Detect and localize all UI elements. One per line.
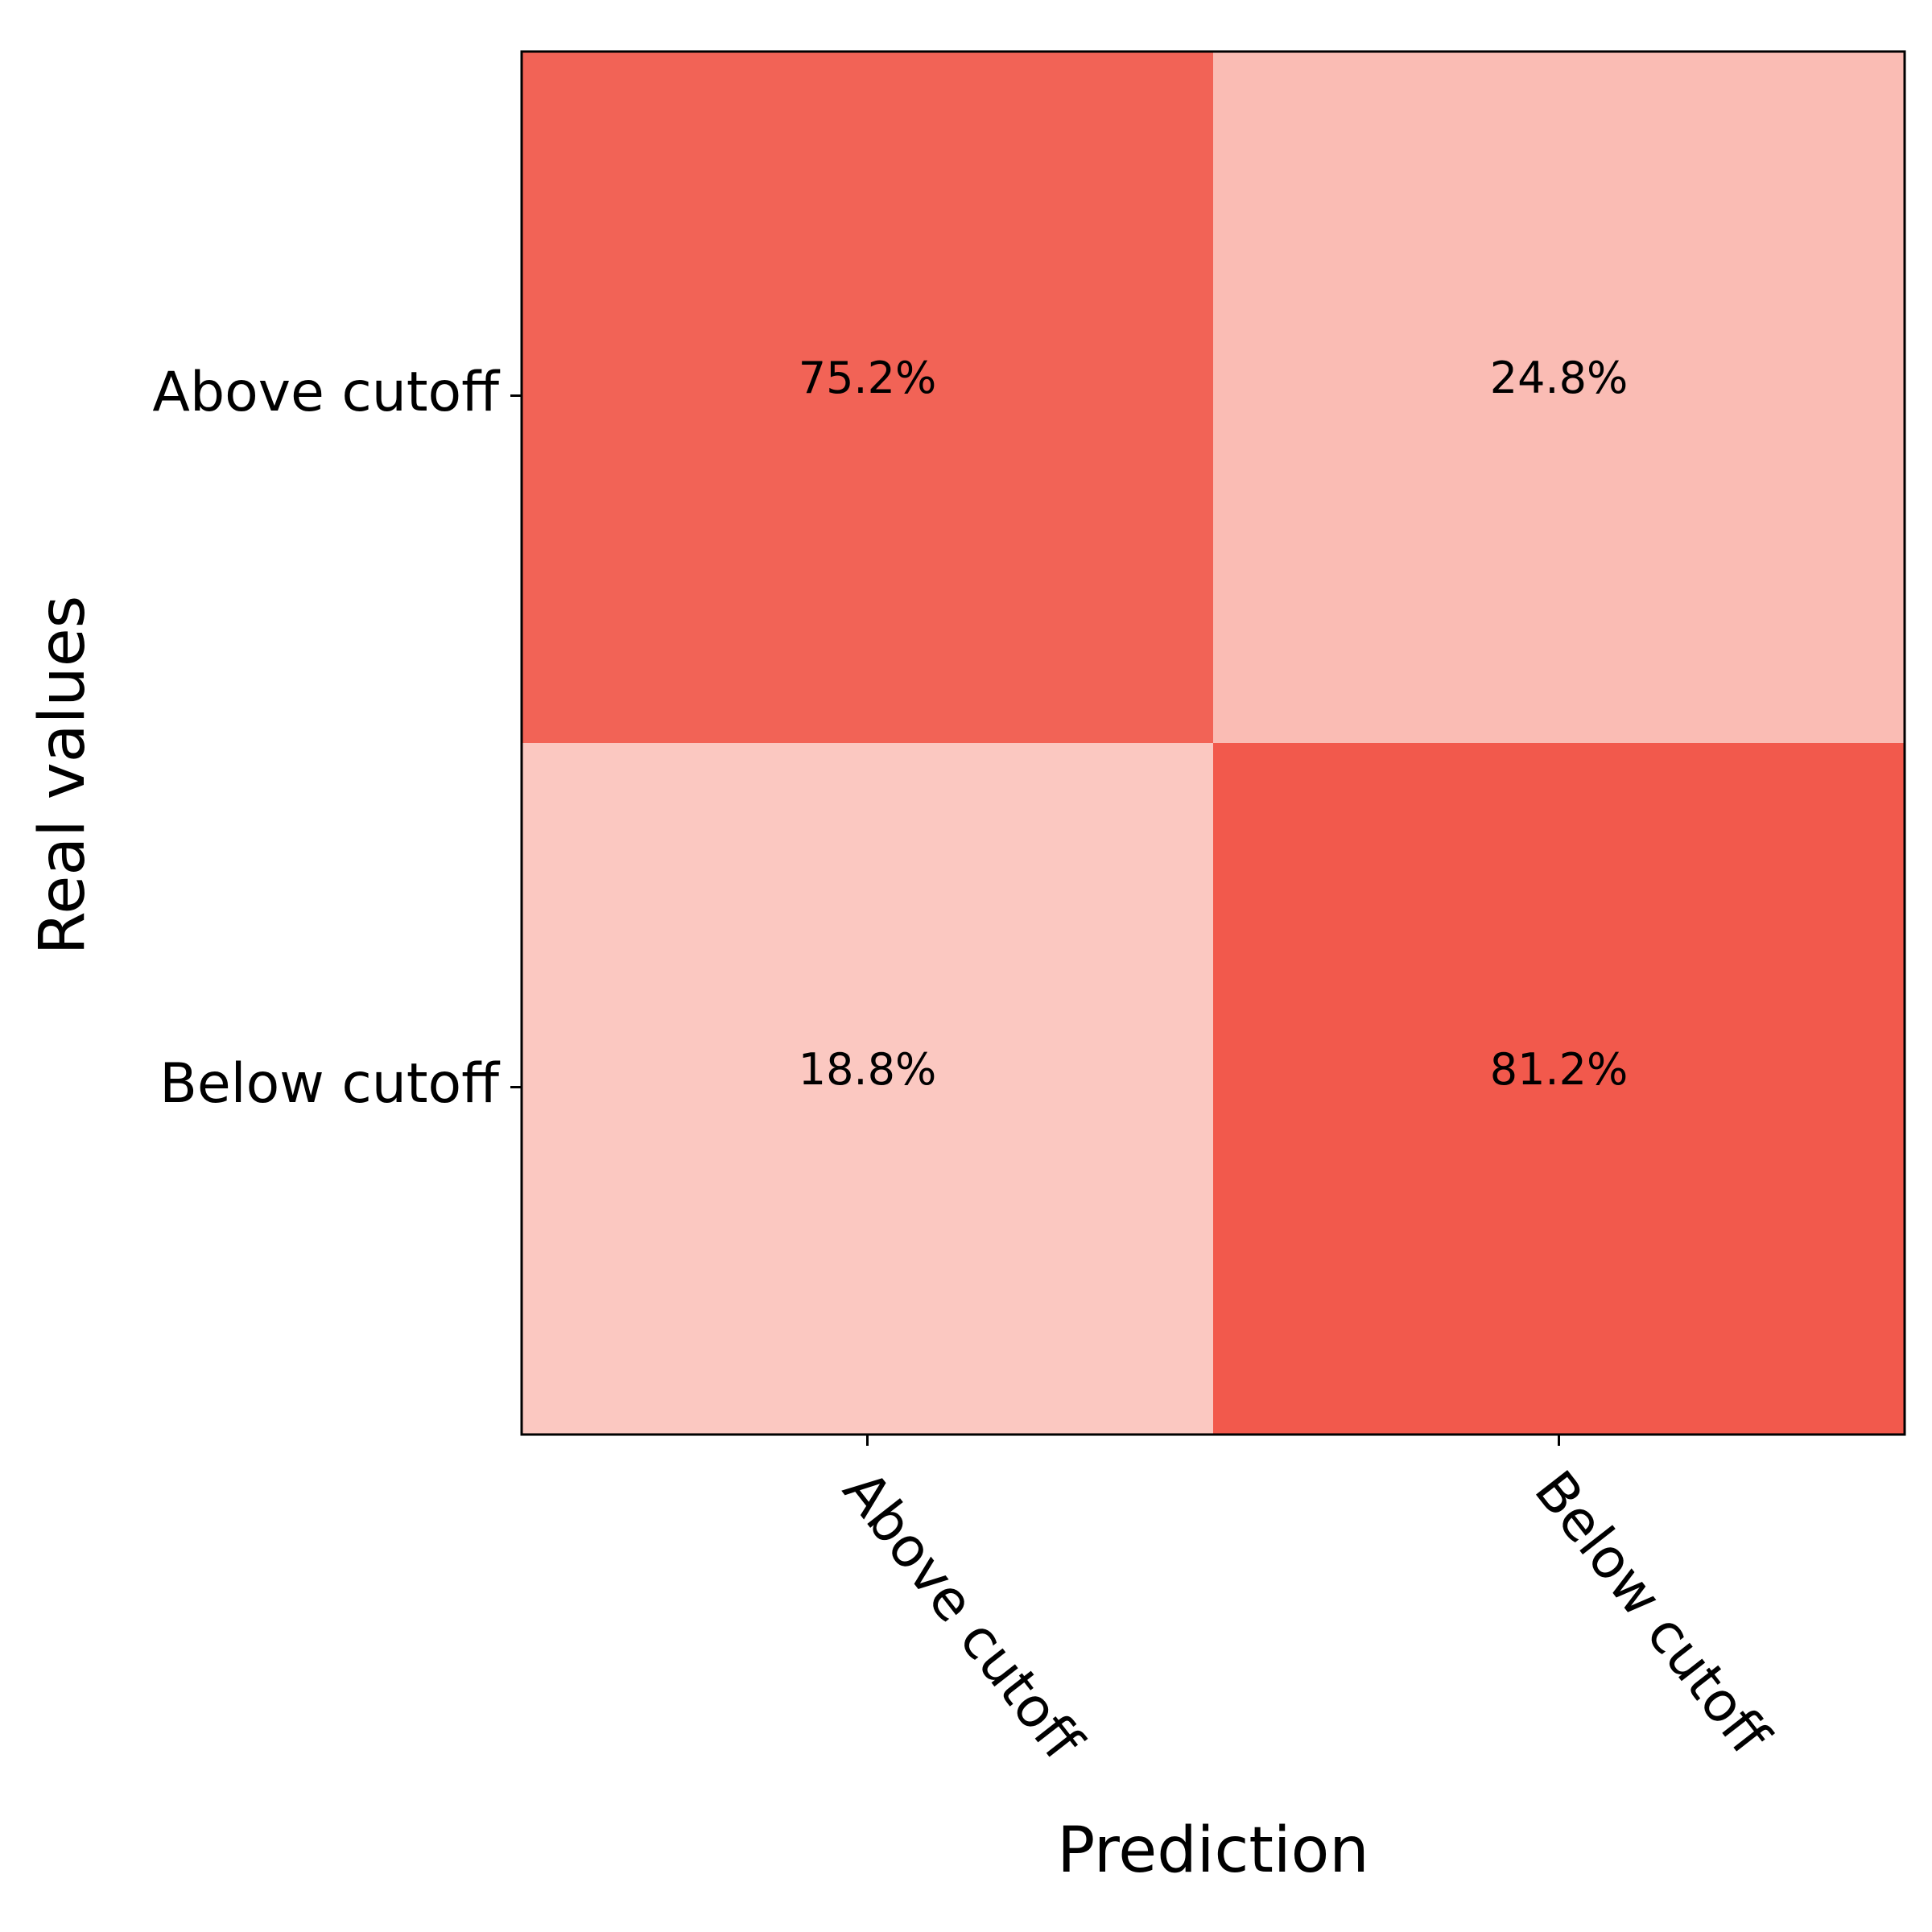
cell-value-label-r1-c1: 81.2% [1490,1044,1629,1095]
heatmap-cell-r0-c1 [1213,52,1905,744]
x-tick-label: Above cutoff [830,1459,1095,1773]
y-axis-label: Real values [27,596,99,956]
heatmap-cell-r0-c0 [522,52,1214,744]
cell-value-label-r0-c1: 24.8% [1490,353,1629,403]
heatmap-cells [522,52,1905,1435]
y-axis-ticks: Above cutoff Below cutoff [152,361,522,1116]
x-axis-ticks: Above cutoff Below cutoff [830,1435,1782,1773]
cell-value-label-r0-c0: 75.2% [799,353,937,403]
heatmap-cell-labels: 75.2% 24.8% 18.8% 81.2% [799,353,1629,1095]
cell-value-label-r1-c0: 18.8% [799,1044,937,1095]
x-tick-label: Below cutoff [1521,1459,1781,1768]
heatmap-cell-r1-c1 [1213,743,1905,1435]
plot-frame [520,50,1906,1436]
x-axis-label: Prediction [1057,1814,1369,1887]
y-tick-label: Below cutoff [159,1052,501,1116]
y-tick-label: Above cutoff [152,361,501,424]
heatmap-cell-r1-c0 [522,743,1214,1435]
